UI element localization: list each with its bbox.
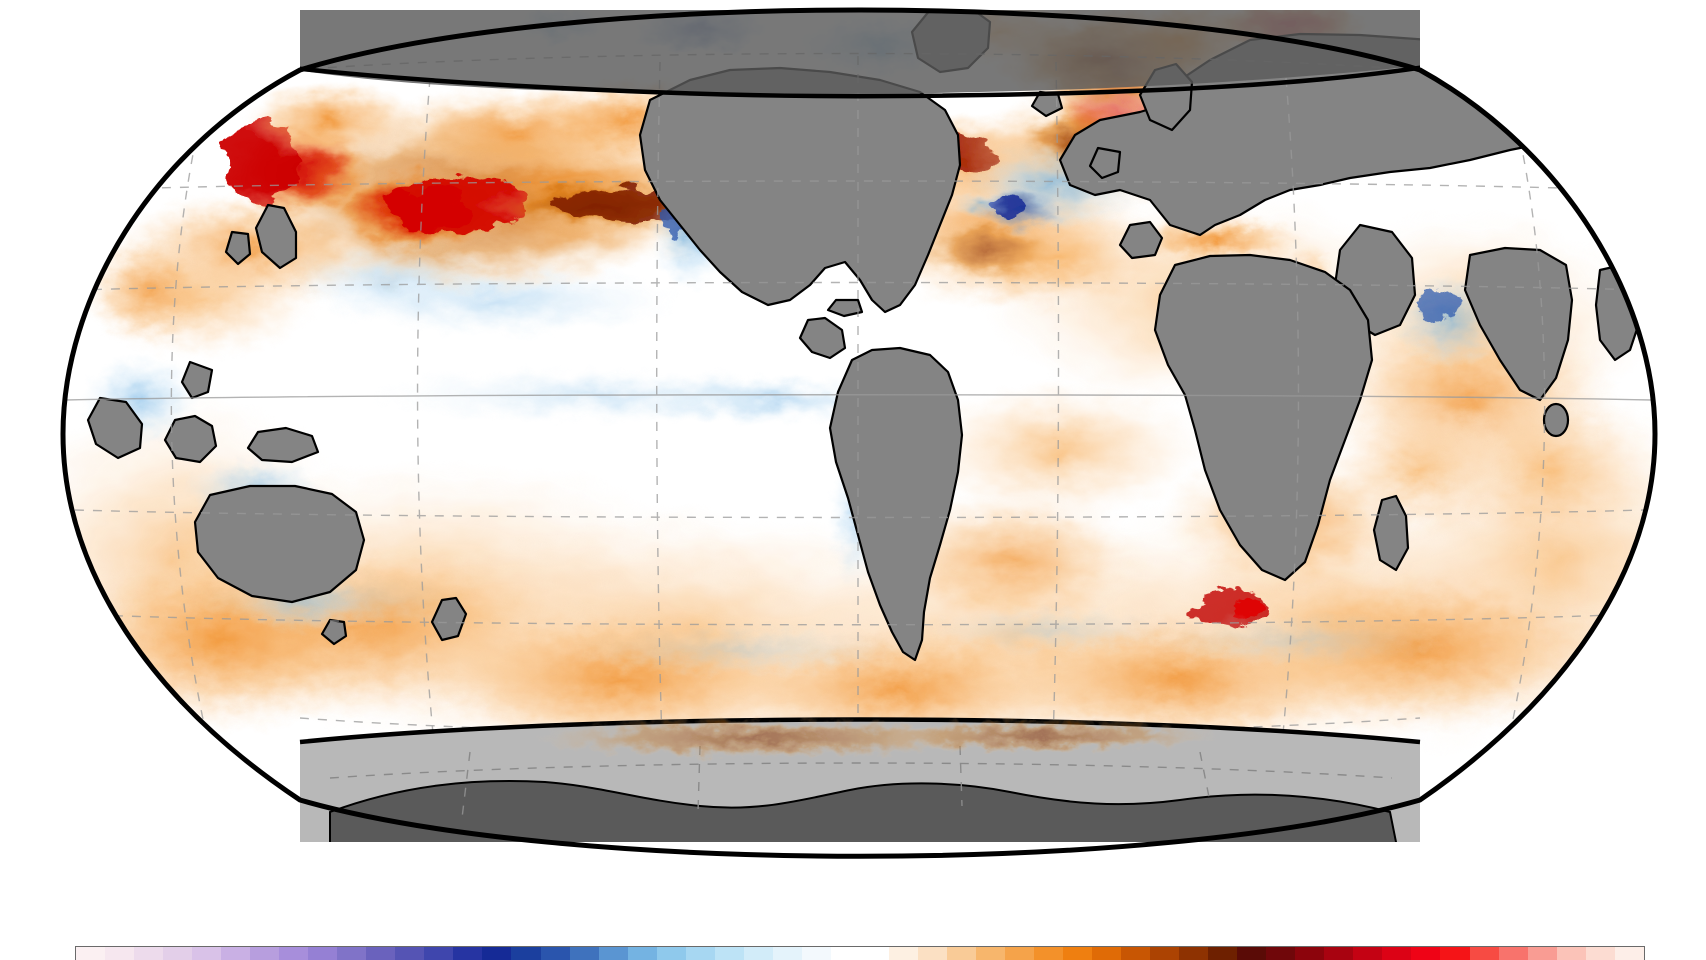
colorbar-swatch: [1237, 947, 1267, 960]
colorbar-swatch: [279, 947, 309, 960]
colorbar-swatch: [888, 947, 918, 960]
land-central-america: [798, 316, 847, 360]
colorbar-swatch: [1440, 947, 1470, 960]
antarctic-mask-boundary: [299, 717, 1421, 745]
colorbar-swatch: [1353, 947, 1383, 960]
colorbar-swatch: [743, 947, 773, 960]
colorbar-swatch: [1150, 947, 1180, 960]
colorbar-swatch: [192, 947, 222, 960]
colorbar-swatch: [1266, 947, 1296, 960]
colorbar-swatch: [308, 947, 338, 960]
colorbar-swatch: [1034, 947, 1064, 960]
colorbar-swatch: [975, 947, 1005, 960]
map-outline: [60, 7, 1658, 859]
land-australia: [193, 484, 366, 604]
arctic-mask-boundary: [257, 57, 1467, 99]
land-borneo: [163, 414, 218, 464]
colorbar-swatch: [917, 947, 947, 960]
colorbar-swatch: [801, 947, 831, 960]
colorbar-swatch: [395, 947, 425, 960]
colorbar-swatch: [1556, 947, 1586, 960]
antarctic-graticule: [329, 745, 1393, 819]
arctic-mask-layer: [250, 10, 1470, 99]
colorbar-swatch: [1527, 947, 1557, 960]
land-sumatra: [86, 396, 144, 460]
antarctic-mask-layer: [299, 717, 1421, 842]
colorbar-swatch: [366, 947, 396, 960]
colorbar-swatch: [1498, 947, 1528, 960]
land-south-america: [828, 346, 964, 662]
colorbar-swatch: [656, 947, 686, 960]
map-panel: [60, 7, 1658, 859]
colorbar-swatch: [76, 947, 106, 960]
colorbar-swatch: [1005, 947, 1035, 960]
colorbar-swatch: [598, 947, 628, 960]
land-tasmania: [320, 618, 348, 646]
colorbar-swatch: [1585, 947, 1615, 960]
colorbar-swatch: [221, 947, 251, 960]
colorbar-swatch: [250, 947, 280, 960]
colorbar-swatch: [540, 947, 570, 960]
colorbar-swatch: [627, 947, 657, 960]
colorbar-swatch: [1121, 947, 1151, 960]
colorbar-swatch: [424, 947, 454, 960]
colorbar-swatch: [1208, 947, 1238, 960]
colorbar-swatch: [830, 947, 860, 960]
sst-anomaly-map: [60, 7, 1658, 859]
anomaly-antarctic-fringe: [530, 718, 1220, 758]
colorbar-swatch: [685, 947, 715, 960]
colorbar-swatch: [482, 947, 512, 960]
colorbar-swatch: [337, 947, 367, 960]
land-new-zealand: [430, 596, 468, 642]
colorbar-swatch: [1063, 947, 1093, 960]
land-sri-lanka: [1542, 402, 1570, 438]
colorbar-swatch: [105, 947, 135, 960]
colorbar-swatch: [1092, 947, 1122, 960]
colorbar-swatch: [1411, 947, 1441, 960]
land-new-guinea: [246, 426, 320, 464]
colorbar-swatch: [569, 947, 599, 960]
colorbar-swatch: [772, 947, 802, 960]
land-madagascar: [1372, 494, 1410, 572]
anomaly-southern-ocean-cool: [180, 570, 1460, 676]
colorbar-swatch: [714, 947, 744, 960]
colorbar[interactable]: [75, 946, 1645, 960]
colorbar-swatch: [163, 947, 193, 960]
land-india: [1463, 246, 1574, 402]
land-iberia: [1118, 220, 1164, 260]
land-caribbean-islands: [826, 298, 864, 318]
land-layer: [86, 10, 1642, 662]
colorbar-swatch: [1179, 947, 1209, 960]
land-japan: [254, 203, 298, 270]
antarctica-landmass: [329, 780, 1402, 842]
colorbar-swatch: [946, 947, 976, 960]
colorbar-swatch: [1469, 947, 1499, 960]
colorbar-swatch: [1324, 947, 1354, 960]
colorbar-swatch: [511, 947, 541, 960]
land-africa: [1153, 253, 1374, 582]
colorbar-panel: [0, 868, 1706, 960]
land-philippines: [180, 360, 214, 400]
colorbar-swatch: [453, 947, 483, 960]
colorbar-swatch: [859, 947, 889, 960]
colorbar-swatch: [1614, 947, 1644, 960]
equator-gridline: [65, 394, 1653, 401]
arctic-mask: [250, 10, 1470, 95]
colorbar-swatch: [1295, 947, 1325, 960]
globe-contents: [63, 10, 1655, 842]
land-korea-peninsula: [224, 230, 252, 266]
colorbar-swatch: [1382, 947, 1412, 960]
land-british-isles: [1088, 146, 1122, 180]
colorbar-swatch: [134, 947, 164, 960]
